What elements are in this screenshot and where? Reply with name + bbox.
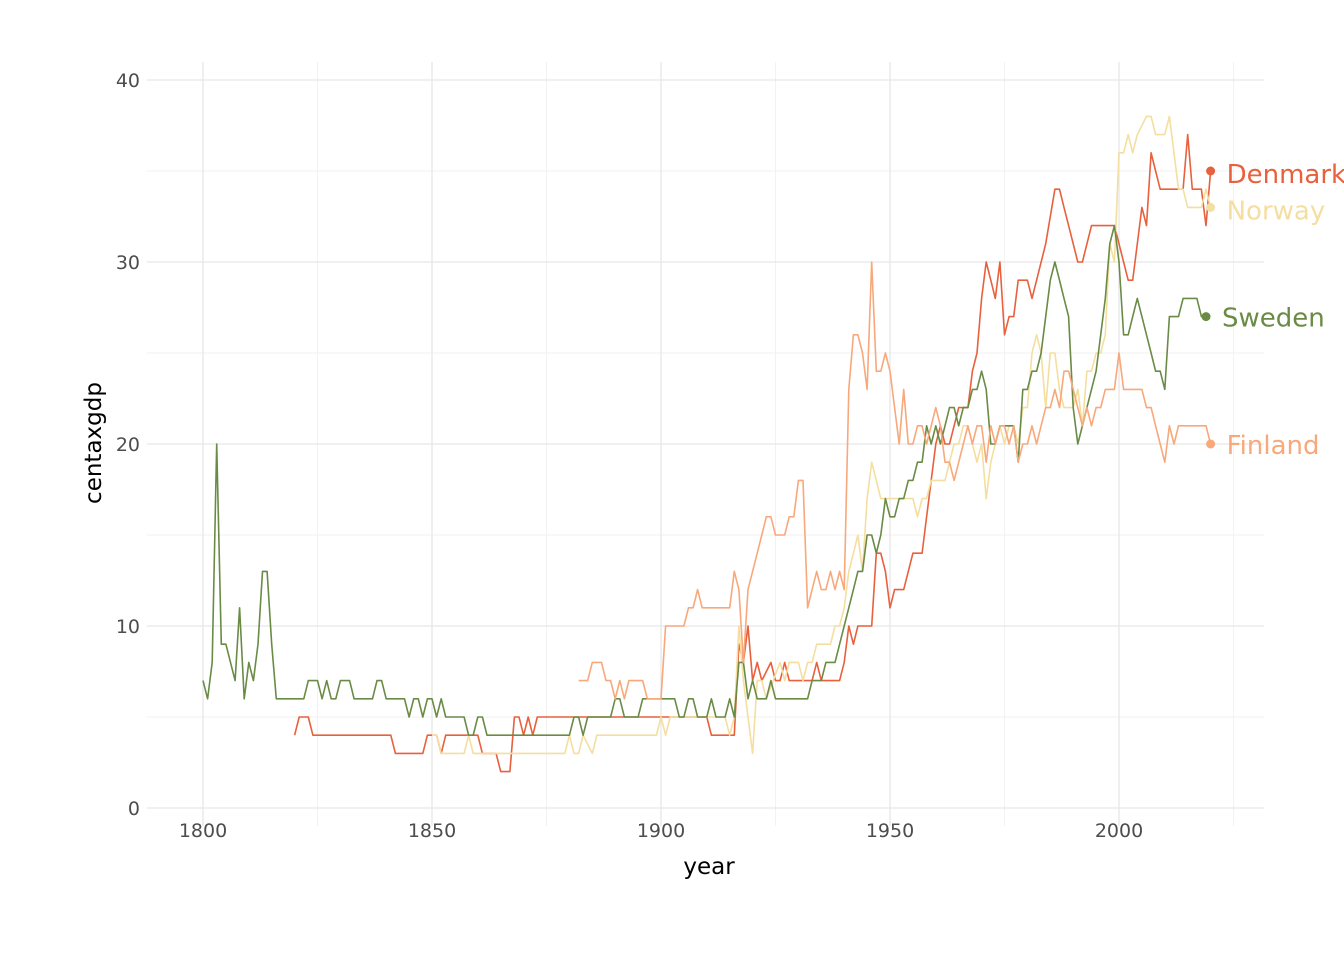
series-line-finland [578,261,1212,700]
series-end-labels: Denmark Norway Sweden Finland [1201,160,1344,461]
axis-ticks: 0 10 20 30 40 1800 1850 1900 1950 2000 [116,70,1143,842]
series-line-norway [432,115,1212,755]
y-tick-label: 10 [116,616,140,638]
x-tick-label: 1900 [637,820,685,842]
grid [147,62,1264,826]
series-label-finland: Finland [1227,431,1320,461]
series-line-sweden [202,224,1206,736]
series-end-point-sweden [1201,312,1211,322]
y-tick-label: 40 [116,70,140,92]
series-line-denmark [293,133,1212,773]
x-tick-label: 1850 [408,820,456,842]
series-end-point-denmark [1206,166,1216,176]
series-end-point-finland [1206,439,1216,449]
series-end-point-norway [1206,202,1216,212]
x-axis-title: year [683,854,735,880]
x-tick-label: 2000 [1095,820,1143,842]
x-tick-label: 1950 [866,820,914,842]
x-tick-label: 1800 [179,820,227,842]
y-tick-label: 20 [116,434,140,456]
series-label-sweden: Sweden [1222,304,1325,334]
y-tick-label: 30 [116,252,140,274]
series-lines [202,115,1212,773]
series-label-denmark: Denmark [1227,160,1344,190]
y-axis-title: centaxgdp [81,382,107,504]
series-label-norway: Norway [1227,196,1326,226]
y-tick-label: 0 [128,798,140,820]
